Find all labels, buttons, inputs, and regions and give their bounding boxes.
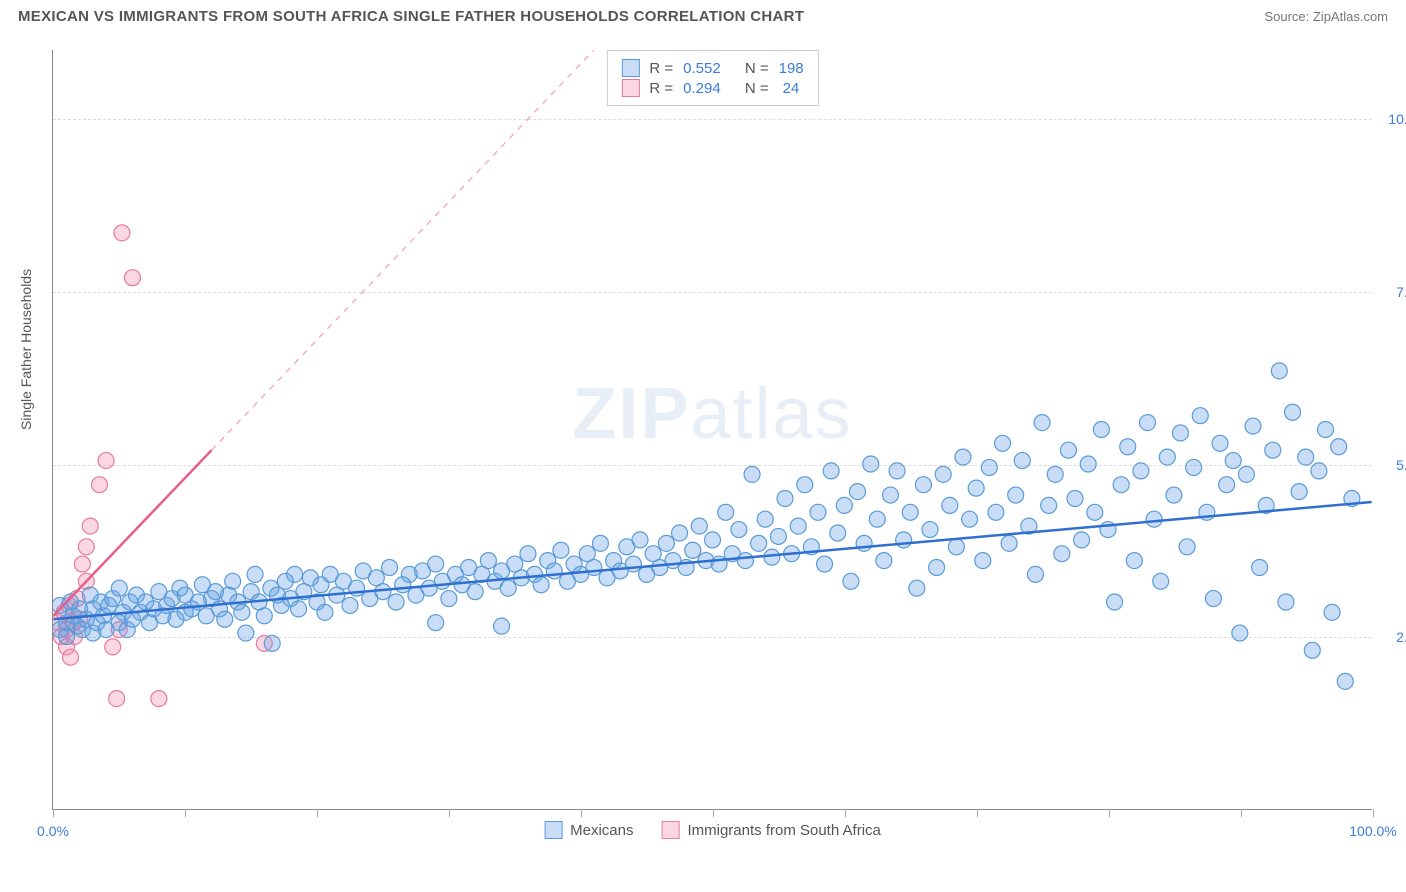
chart-header: MEXICAN VS IMMIGRANTS FROM SOUTH AFRICA … [0, 0, 1406, 25]
chart-plot-area: ZIPatlas R = 0.552 N = 198 R = 0.294 N =… [52, 50, 1372, 810]
scatter-svg [53, 50, 1372, 809]
legend-swatch-blue-icon [544, 821, 562, 839]
legend-swatch-pink-icon [661, 821, 679, 839]
x-tick-label: 0.0% [37, 823, 69, 839]
legend-item-1: Immigrants from South Africa [661, 821, 880, 839]
y-tick-label: 7.5% [1378, 284, 1406, 300]
chart-source: Source: ZipAtlas.com [1264, 9, 1388, 24]
y-tick-label: 2.5% [1378, 629, 1406, 645]
y-tick-label: 10.0% [1378, 111, 1406, 127]
legend-stats-box: R = 0.552 N = 198 R = 0.294 N = 24 [606, 50, 818, 106]
y-axis-label: Single Father Households [18, 269, 34, 430]
legend-stats-row-1: R = 0.294 N = 24 [621, 79, 803, 97]
y-tick-label: 5.0% [1378, 457, 1406, 473]
x-tick-label: 100.0% [1349, 823, 1396, 839]
legend-swatch-blue [621, 59, 639, 77]
legend-series: Mexicans Immigrants from South Africa [544, 821, 881, 839]
chart-title: MEXICAN VS IMMIGRANTS FROM SOUTH AFRICA … [18, 8, 804, 25]
legend-stats-row-0: R = 0.552 N = 198 [621, 59, 803, 77]
legend-swatch-pink [621, 79, 639, 97]
legend-item-0: Mexicans [544, 821, 633, 839]
